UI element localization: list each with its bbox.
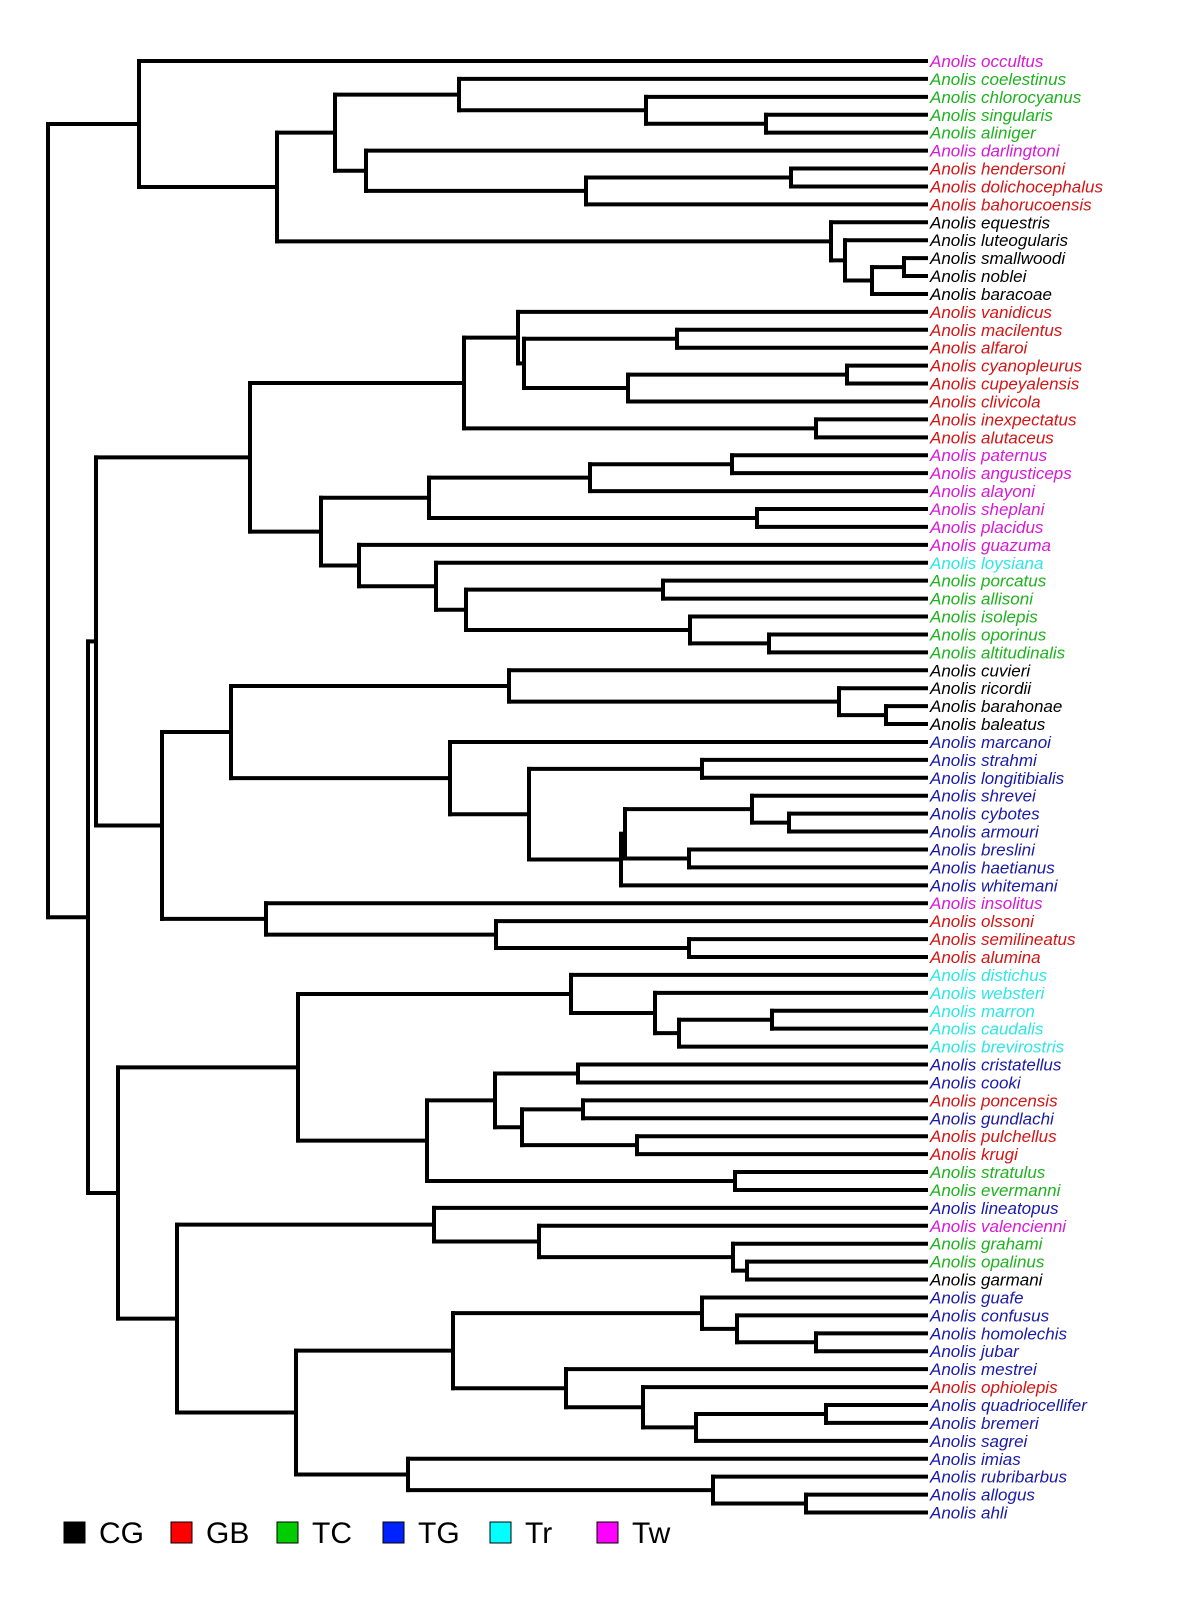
tip-label: Anolis marcanoi (929, 733, 1052, 752)
tip-label: Anolis guafe (929, 1288, 1024, 1307)
tip-label: Anolis dolichocephalus (929, 177, 1103, 196)
tip-label: Anolis hendersoni (929, 160, 1066, 179)
legend-swatch-tr (489, 1521, 512, 1544)
tip-label: Anolis grahami (929, 1235, 1044, 1254)
tip-label: Anolis valencienni (929, 1217, 1067, 1236)
legend-swatch-cg (63, 1521, 86, 1544)
tip-label: Anolis cupeyalensis (929, 375, 1080, 394)
tip-label: Anolis sheplani (929, 500, 1046, 519)
tip-label: Anolis lineatopus (929, 1199, 1059, 1218)
tip-label: Anolis coelestinus (929, 70, 1067, 89)
tip-label: Anolis haetianus (929, 858, 1055, 877)
legend-label-cg: CG (99, 1517, 144, 1550)
tip-label: Anolis imias (929, 1450, 1021, 1469)
legend: CG GB TC TG Tr Tw (63, 1517, 671, 1550)
tip-label: Anolis opalinus (929, 1253, 1045, 1272)
tree-branches (46, 59, 928, 1515)
tip-label: Anolis clivicola (929, 392, 1041, 411)
tip-label: Anolis armouri (929, 823, 1040, 842)
tip-label: Anolis mestrei (929, 1360, 1038, 1379)
tip-label: Anolis ricordii (929, 679, 1032, 698)
tip-label: Anolis ahli (929, 1504, 1009, 1523)
tip-label: Anolis semilineatus (929, 930, 1076, 949)
tip-label: Anolis poncensis (929, 1091, 1058, 1110)
tip-label: Anolis isolepis (929, 608, 1038, 627)
tip-label: Anolis aliniger (929, 124, 1037, 143)
tip-label: Anolis barahonae (929, 697, 1062, 716)
tip-label: Anolis cooki (929, 1073, 1022, 1092)
tip-label: Anolis smallwoodi (929, 249, 1066, 268)
legend-label-tr: Tr (525, 1517, 552, 1550)
tip-label: Anolis singularis (929, 106, 1053, 125)
tip-label: Anolis evermanni (929, 1181, 1062, 1200)
legend-label-gb: GB (206, 1517, 249, 1550)
tip-label: Anolis noblei (929, 267, 1028, 286)
tip-label: Anolis angusticeps (929, 464, 1072, 483)
tip-label: Anolis occultus (929, 52, 1044, 71)
tip-label: Anolis insolitus (929, 894, 1043, 913)
tip-label: Anolis guazuma (929, 536, 1051, 555)
tip-label: Anolis darlingtoni (929, 142, 1061, 161)
tip-label: Anolis luteogularis (929, 231, 1068, 250)
tip-label: Anolis baleatus (929, 715, 1046, 734)
tip-label: Anolis sagrei (929, 1432, 1029, 1451)
tip-label: Anolis oporinus (929, 625, 1047, 644)
tip-label: Anolis olssoni (929, 912, 1035, 931)
tip-label: Anolis cuvieri (929, 661, 1031, 680)
tip-label: Anolis paternus (929, 446, 1048, 465)
tip-label: Anolis websteri (929, 984, 1046, 1003)
tip-label: Anolis alumina (929, 948, 1041, 967)
tip-label: Anolis marron (929, 1002, 1035, 1021)
tip-label: Anolis breslini (929, 840, 1036, 859)
tip-label: Anolis inexpectatus (929, 410, 1077, 429)
tip-label: Anolis macilentus (929, 321, 1063, 340)
tip-label: Anolis ophiolepis (929, 1378, 1058, 1397)
tip-label: Anolis loysiana (929, 554, 1043, 573)
tip-label: Anolis longitibialis (929, 769, 1065, 788)
tip-label: Anolis stratulus (929, 1163, 1046, 1182)
tip-label: Anolis altitudinalis (929, 643, 1066, 662)
legend-label-tw: Tw (632, 1517, 671, 1550)
tip-label: Anolis baracoae (929, 285, 1052, 304)
tip-label: Anolis brevirostris (929, 1038, 1065, 1057)
tip-label: Anolis alayoni (929, 482, 1036, 501)
tip-label: Anolis allogus (929, 1486, 1035, 1505)
legend-label-tc: TC (312, 1517, 352, 1550)
tip-label: Anolis shrevei (929, 787, 1037, 806)
tip-label: Anolis placidus (929, 518, 1044, 537)
tip-label: Anolis caudalis (929, 1020, 1044, 1039)
tip-label: Anolis confusus (929, 1306, 1050, 1325)
tip-label: Anolis strahmi (929, 751, 1038, 770)
tip-label: Anolis whitemani (929, 876, 1059, 895)
tip-label: Anolis cyanopleurus (929, 357, 1083, 376)
tip-label: Anolis pulchellus (929, 1127, 1057, 1146)
tip-label: Anolis vanidicus (929, 303, 1052, 322)
legend-swatch-tg (382, 1521, 405, 1544)
tip-label: Anolis homolechis (929, 1324, 1068, 1343)
tip-label: Anolis bahorucoensis (929, 195, 1092, 214)
legend-label-tg: TG (418, 1517, 460, 1550)
tip-label: Anolis krugi (929, 1145, 1019, 1164)
tip-label: Anolis quadriocellifer (929, 1396, 1088, 1415)
tip-label: Anolis gundlachi (929, 1109, 1055, 1128)
tip-label: Anolis bremeri (929, 1414, 1040, 1433)
legend-swatch-tw (596, 1521, 619, 1544)
tip-label: Anolis cybotes (929, 805, 1040, 824)
tip-label: Anolis alutaceus (929, 428, 1054, 447)
tip-label: Anolis cristatellus (929, 1056, 1062, 1075)
tip-label: Anolis alfaroi (929, 339, 1029, 358)
tip-label: Anolis allisoni (929, 590, 1034, 609)
tip-label: Anolis chlorocyanus (929, 88, 1082, 107)
legend-swatch-gb (170, 1521, 193, 1544)
tip-label: Anolis equestris (929, 213, 1051, 232)
tip-label: Anolis rubribarbus (929, 1468, 1068, 1487)
legend-swatch-tc (276, 1521, 299, 1544)
tip-label: Anolis garmani (929, 1271, 1044, 1290)
tip-label: Anolis porcatus (929, 572, 1047, 591)
tip-label: Anolis distichus (929, 966, 1048, 985)
tip-label: Anolis jubar (929, 1342, 1020, 1361)
